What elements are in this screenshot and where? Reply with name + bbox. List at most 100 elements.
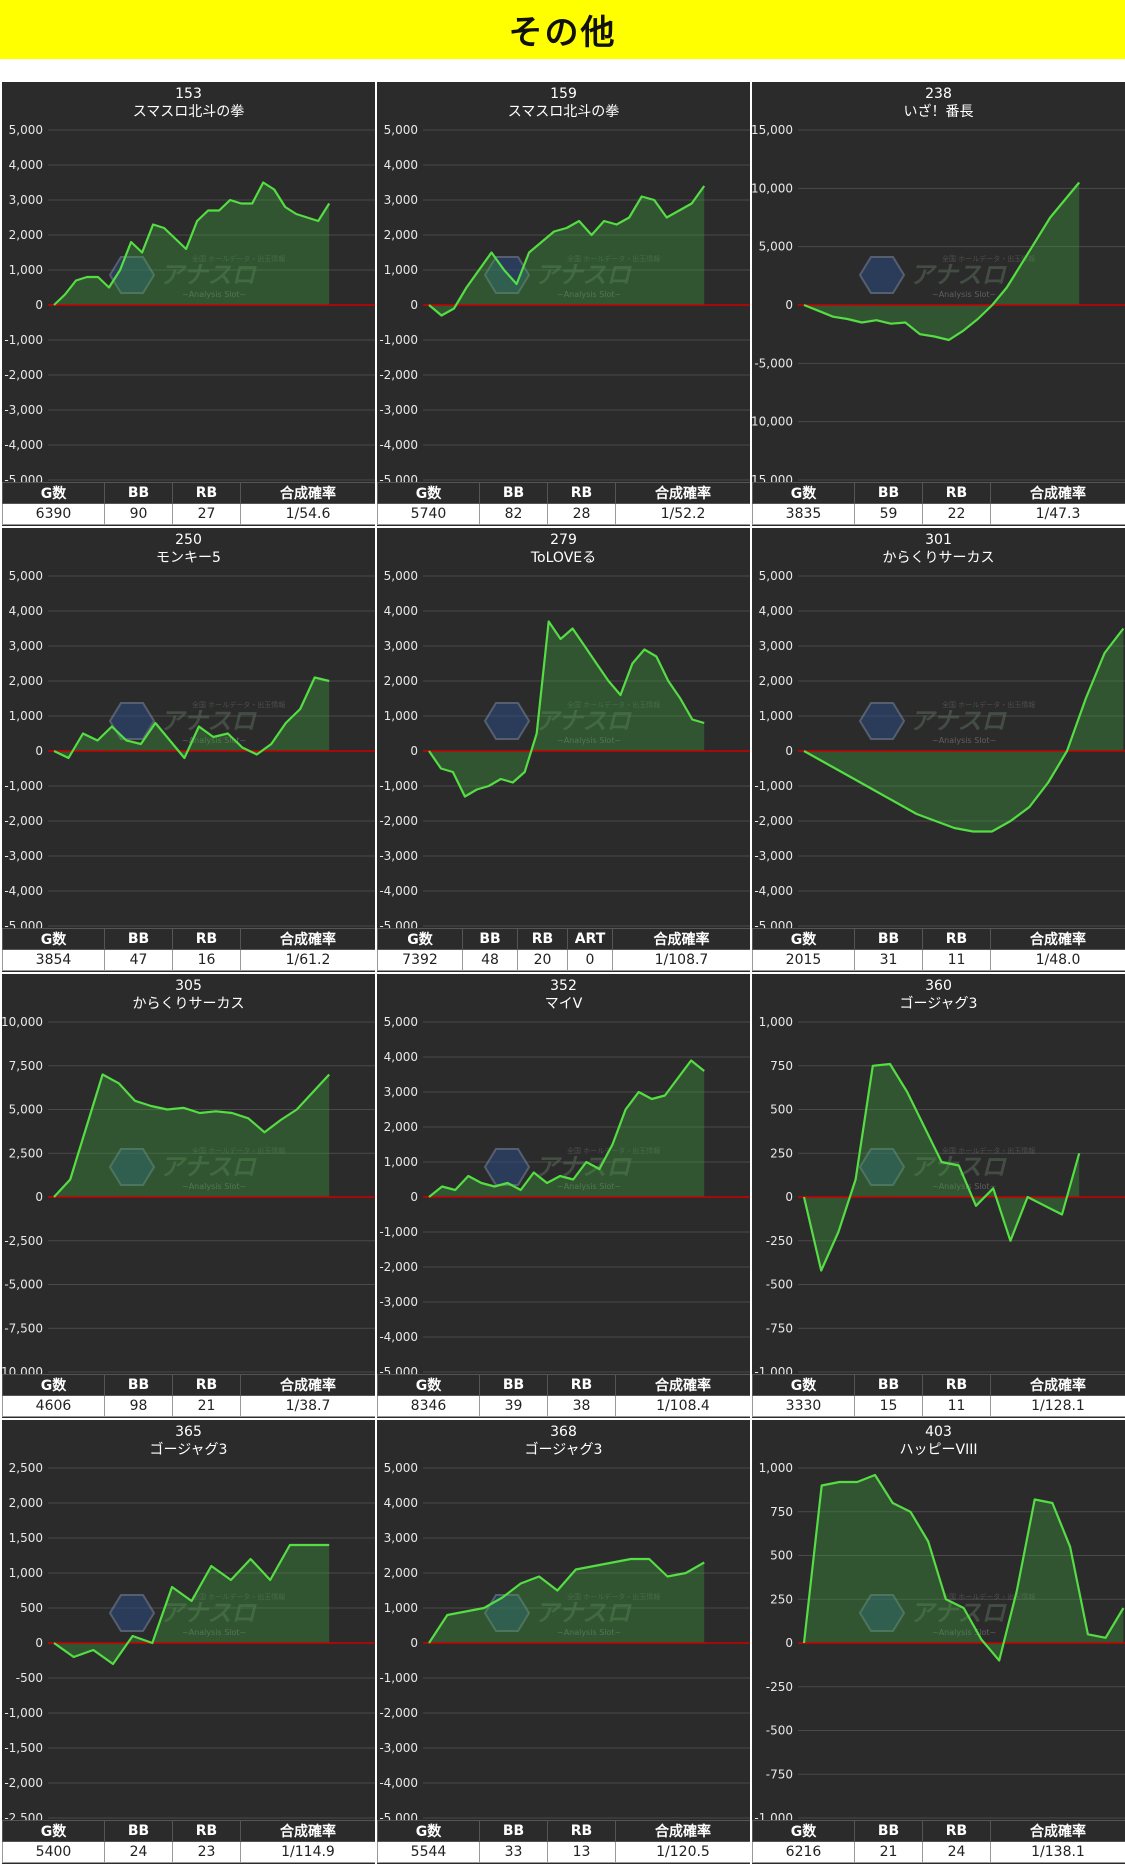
series-line: [428, 1059, 705, 1198]
stats-header-cell: ART: [567, 928, 613, 950]
stats-header-cell: G数: [752, 928, 855, 950]
y-tick-label: 1,000: [9, 1566, 43, 1580]
stats-value-cell: 7392: [377, 949, 463, 971]
stats-header-cell: RB: [922, 1820, 991, 1842]
y-tick-label: -3,000: [379, 403, 418, 417]
watermark-top-text: 全国 ホールデータ・出玉情報: [567, 700, 660, 709]
y-tick-label: 1,000: [759, 1015, 793, 1029]
machine-chart-panel: 1,0007505002500-250-500-750-1,000アナスロ全国 …: [752, 974, 1125, 1418]
y-tick-label: -1,000: [4, 1706, 43, 1720]
stats-value-cell: 24: [922, 1841, 991, 1863]
stats-header-cell: 合成確率: [240, 1820, 375, 1842]
stats-value-cell: 28: [547, 503, 616, 525]
stats-header-cell: 合成確率: [990, 1820, 1125, 1842]
y-tick-label: -2,000: [4, 1776, 43, 1790]
stats-value-cell: 31: [854, 949, 923, 971]
y-tick-label: -500: [766, 1278, 793, 1292]
y-tick-label: -1,000: [754, 779, 793, 793]
y-tick-label: -15,000: [752, 473, 793, 482]
watermark-sub-text: ~Analysis Slot~: [557, 736, 621, 745]
stats-header-cell: RB: [172, 928, 241, 950]
stats-header-cell: RB: [547, 1820, 616, 1842]
y-tick-label: 1,000: [9, 263, 43, 277]
watermark-text: アナスロ: [910, 1599, 1008, 1627]
stats-value-cell: 1/128.1: [990, 1395, 1125, 1417]
watermark-top-text: 全国 ホールデータ・出玉情報: [192, 254, 285, 263]
stats-table: G数 BB RB 合成確率 8346 39 38 1/108.4: [377, 1374, 750, 1417]
y-tick-label: 250: [770, 1146, 793, 1160]
stats-header-cell: RB: [172, 482, 241, 504]
chart-svg: 2,500 2,000 1,500 1,000 500 0 -500 -1,000 -1,500…: [4, 1461, 375, 1820]
watermark-sub-text: ~Analysis Slot~: [932, 290, 996, 299]
stats-value-cell: 1/108.7: [612, 949, 750, 971]
page-title: その他: [508, 13, 617, 53]
series-line: [428, 1557, 705, 1644]
y-tick-label: 0: [410, 1190, 418, 1204]
stats-header-cell: G数: [2, 482, 105, 504]
stats-header-cell: BB: [854, 482, 923, 504]
watermark-sub-text: ~Analysis Slot~: [182, 290, 246, 299]
machine-chart-panel: 5,000 4,000 3,000 2,000 1,000 0 -1,000 -2,000 -3…: [377, 974, 750, 1418]
machine-number: 250: [175, 532, 202, 548]
y-tick-label: -2,000: [754, 814, 793, 828]
y-tick-label: 0: [785, 298, 793, 312]
y-tick-label: -4,000: [4, 438, 43, 452]
chart-grid: 5,000 4,000 3,000 2,000 1,000 0 -1,000 -2,000 -3…: [0, 82, 1125, 1864]
chart-svg: 5,000 4,000 3,000 2,000 1,000 0 -1,000 -2,000 -3…: [379, 1015, 750, 1374]
chart-svg: 10,000 7,500 5,000 2,500 0 -2,500 -5,000 -7,500…: [2, 1015, 375, 1374]
y-tick-label: -1,500: [4, 1741, 43, 1755]
y-tick-label: -3,000: [754, 849, 793, 863]
stats-table: G数 BB RB ART 合成確率 7392 48 20 0 1/108.7: [377, 928, 750, 971]
y-tick-label: -5,000: [4, 473, 43, 482]
y-tick-label: 0: [785, 744, 793, 758]
y-tick-label: 2,000: [384, 228, 418, 242]
y-tick-label: 0: [35, 298, 43, 312]
y-tick-label: -4,000: [379, 884, 418, 898]
stats-value-cell: 11: [922, 949, 991, 971]
stats-header-cell: BB: [479, 1820, 548, 1842]
stats-header-cell: G数: [752, 482, 855, 504]
series-area: [429, 1559, 705, 1643]
watermark-sub-text: ~Analysis Slot~: [557, 290, 621, 299]
machine-chart-panel: 1,0007505002500-250-500-750-1,000アナスロ全国 …: [752, 1420, 1125, 1864]
watermark-sub-text: ~Analysis Slot~: [932, 1182, 996, 1191]
stats-header-cell: 合成確率: [990, 928, 1125, 950]
watermark-text: アナスロ: [910, 261, 1008, 289]
y-tick-label: -2,000: [379, 814, 418, 828]
stats-value-cell: 6390: [2, 503, 105, 525]
stats-value-cell: 2015: [752, 949, 855, 971]
stats-header-cell: RB: [517, 928, 568, 950]
y-tick-label: -7,500: [4, 1321, 43, 1335]
stats-value-cell: 3330: [752, 1395, 855, 1417]
machine-name: ゴージャグ3: [899, 996, 978, 1012]
stats-header-cell: BB: [104, 1820, 173, 1842]
stats-value-cell: 3854: [2, 949, 105, 971]
chart-svg: 1,000 750 500 250 0 -250 -500 -750 -1,000 アナスロ全国 …: [754, 1461, 1125, 1820]
stats-value-cell: 1/61.2: [240, 949, 375, 971]
stats-header-cell: BB: [854, 1820, 923, 1842]
series-line: [53, 676, 330, 760]
stats-value-cell: 4606: [2, 1395, 105, 1417]
y-tick-label: 3,000: [384, 1085, 418, 1099]
stats-value-cell: 22: [922, 503, 991, 525]
watermark-top-text: 全国 ホールデータ・出玉情報: [942, 1592, 1035, 1601]
stats-header-cell: RB: [922, 1374, 991, 1396]
stats-value-cell: 13: [547, 1841, 616, 1863]
stats-table: G数 BB RB 合成確率 6216 21 24 1/138.1: [752, 1820, 1125, 1863]
stats-value-cell: 1/114.9: [240, 1841, 375, 1863]
stats-table: G数 BB RB 合成確率 5544 33 13 1/120.5: [377, 1820, 750, 1863]
y-tick-label: -4,000: [379, 1776, 418, 1790]
machine-number: 403: [925, 1424, 952, 1440]
stats-header-cell: BB: [854, 928, 923, 950]
machine-chart-panel: 5,000 4,000 3,000 2,000 1,000 0 -1,000 -2,000 -3…: [2, 82, 375, 526]
machine-number: 279: [550, 532, 577, 548]
chart-svg: 5,000 4,000 3,000 2,000 1,000 0 -1,000 -2,000 -3…: [4, 123, 375, 482]
stats-header-cell: RB: [547, 1374, 616, 1396]
stats-header-cell: RB: [922, 928, 991, 950]
series-area: [429, 1060, 705, 1197]
y-tick-label: -3,000: [379, 849, 418, 863]
